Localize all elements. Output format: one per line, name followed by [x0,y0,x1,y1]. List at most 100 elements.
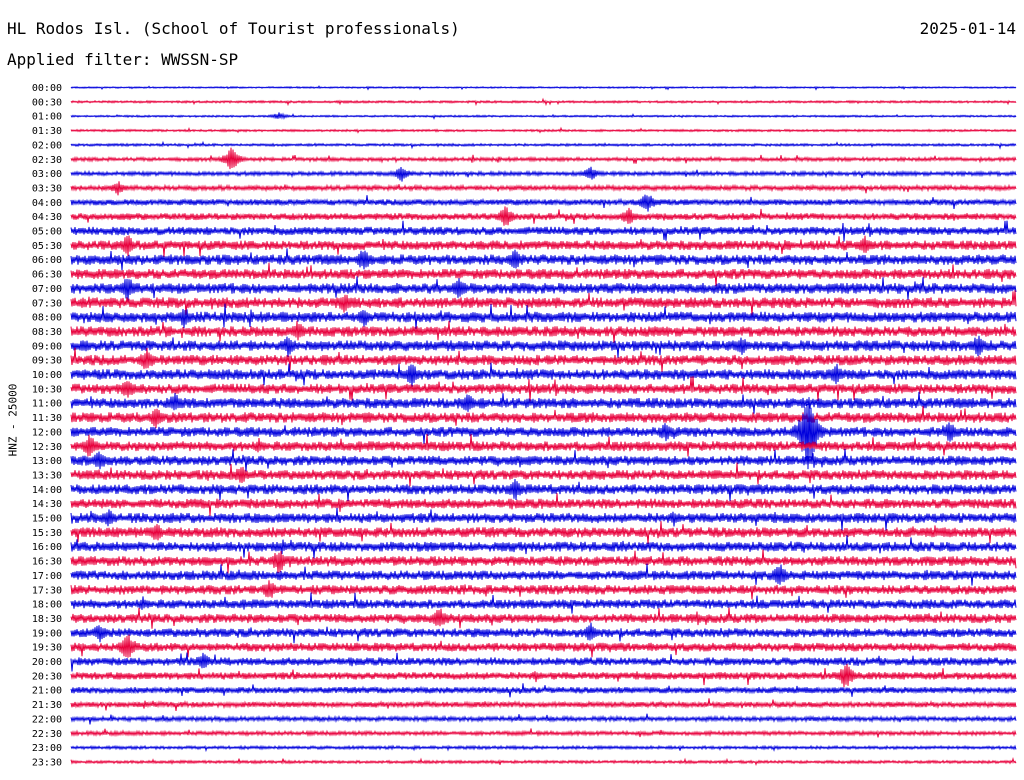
seismogram-trace-0700 [70,276,1017,302]
seismogram-trace-1730 [70,580,1017,600]
seismogram-trace-0130 [70,126,1017,134]
seismogram-trace-1230 [70,433,1017,457]
row-time-label: 10:30 [32,384,62,395]
row-time-label: 20:00 [32,657,62,668]
row-time-label: 06:30 [32,270,62,281]
seismogram-trace-0730 [70,290,1017,316]
row-time-label: 07:30 [32,298,62,309]
row-time-label: 18:00 [32,600,62,611]
seismogram-trace-0100 [70,112,1017,120]
row-time-label: 03:30 [32,183,62,194]
row-time-label: 17:00 [32,571,62,582]
seismogram-trace-0600 [70,248,1017,271]
seismogram-trace-0300 [70,166,1017,182]
row-time-label: 23:00 [32,743,62,754]
row-time-label: 08:00 [32,313,62,324]
row-time-label: 17:30 [32,585,62,596]
row-time-label: 12:30 [32,442,62,453]
seismogram-trace-1330 [70,462,1017,487]
seismogram-trace-0530 [70,235,1017,257]
row-time-label: 11:00 [32,399,62,410]
row-time-label: 15:30 [32,528,62,539]
row-time-label: 05:30 [32,241,62,252]
row-time-label: 14:30 [32,499,62,510]
seismogram-trace-1200 [70,397,1017,470]
row-labels: 00:00 00:30 01:00 01:30 02:00 02:30 03:00 03:30… [32,83,62,768]
row-time-label: 10:00 [32,370,62,381]
row-time-label: 15:00 [32,514,62,525]
seismogram-trace-2000 [70,652,1017,672]
row-time-label: 21:30 [32,700,62,711]
seismogram-trace-2330 [70,756,1017,767]
row-time-label: 12:00 [32,427,62,438]
row-time-label: 00:30 [32,97,62,108]
row-time-label: 04:30 [32,212,62,223]
seismogram-trace-1430 [70,493,1017,516]
row-time-label: 08:30 [32,327,62,338]
row-time-label: 16:30 [32,557,62,568]
record-date: 2025-01-14 [919,19,1016,38]
seismogram-trace-2300 [70,744,1017,753]
row-time-label: 01:00 [32,112,62,123]
filter-label: Applied filter: WWSSN-SP [7,50,239,69]
seismogram-trace-0230 [70,147,1017,170]
seismogram-trace-0200 [70,140,1017,150]
seismogram-trace-2200 [70,713,1017,725]
row-time-label: 01:30 [32,126,62,137]
row-time-label: 04:00 [32,198,62,209]
row-time-label: 22:00 [32,714,62,725]
seismogram-trace-1530 [70,521,1017,544]
seismogram-trace-0830 [70,320,1017,343]
seismogram-trace-0800 [70,303,1017,330]
row-time-label: 06:00 [32,255,62,266]
row-time-label: 22:30 [32,729,62,740]
row-time-label: 16:00 [32,542,62,553]
seismogram-trace-2230 [70,728,1017,738]
seismogram-trace-0330 [70,181,1017,196]
row-time-label: 02:00 [32,140,62,151]
row-time-label: 18:30 [32,614,62,625]
seismogram-trace-0430 [70,206,1017,226]
row-time-label: 07:00 [32,284,62,295]
seismogram-trace-1800 [70,592,1017,614]
seismogram-trace-1100 [70,391,1017,414]
seismogram-trace-0030 [70,97,1017,107]
seismogram-trace-0000 [70,85,1017,91]
seismogram-trace-1130 [70,405,1017,429]
seismogram-trace-2030 [70,663,1017,688]
seismogram-trace-1030 [70,376,1017,402]
seismogram-trace-1930 [70,634,1017,658]
seismogram-trace-1300 [70,448,1017,472]
row-time-label: 13:00 [32,456,62,467]
row-time-label: 09:00 [32,341,62,352]
row-time-label: 02:30 [32,155,62,166]
seismogram-trace-1600 [70,535,1017,559]
seismogram-trace-1630 [70,549,1017,574]
row-time-label: 14:00 [32,485,62,496]
seismogram-trace-2100 [70,683,1017,698]
row-time-label: 09:30 [32,356,62,367]
seismogram-traces [70,85,1017,767]
seismogram-trace-1000 [70,362,1017,387]
row-time-label: 13:30 [32,470,62,481]
row-time-label: 21:00 [32,686,62,697]
row-time-label: 19:30 [32,643,62,654]
seismogram-trace-2130 [70,698,1017,711]
seismogram-trace-0400 [70,194,1017,212]
seismogram-trace-1700 [70,563,1017,586]
row-time-label: 00:00 [32,83,62,94]
seismogram-trace-1830 [70,607,1017,629]
seismogram-trace-1500 [70,507,1017,531]
row-time-label: 05:00 [32,227,62,238]
row-time-label: 11:30 [32,413,62,424]
seismogram-trace-0900 [70,335,1017,358]
row-time-label: 19:00 [32,628,62,639]
row-time-label: 23:30 [32,757,62,768]
seismogram-trace-1400 [70,478,1017,502]
station-title: HL Rodos Isl. (School of Tourist profess… [7,19,460,38]
seismogram-trace-0500 [70,220,1017,242]
seismogram-trace-0930 [70,347,1017,372]
row-time-label: 20:30 [32,671,62,682]
row-time-label: 03:00 [32,169,62,180]
